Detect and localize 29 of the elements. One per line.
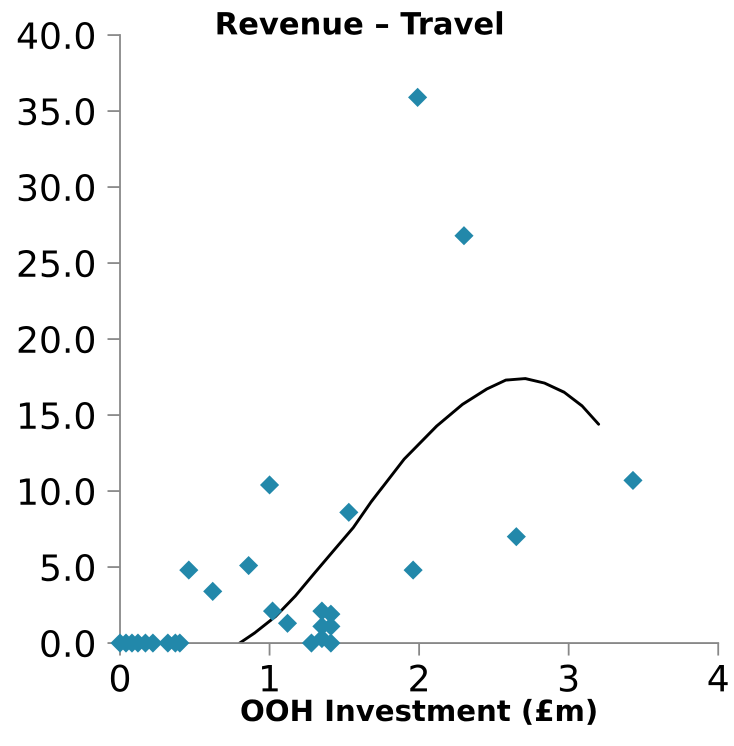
- point: [623, 470, 643, 490]
- y-tick-label: 25.0: [18, 250, 94, 278]
- x-tick-label: 2: [410, 664, 427, 692]
- point: [262, 602, 282, 621]
- x-tick-label: 0: [110, 664, 130, 692]
- point: [408, 88, 428, 107]
- x-axis-title: OOH Investment (£m): [241, 698, 596, 725]
- point: [404, 560, 423, 580]
- x-tick-label: 3: [560, 664, 578, 692]
- point: [506, 527, 526, 546]
- point: [278, 614, 298, 633]
- y-tick-label: 20.0: [18, 326, 94, 354]
- chart-title: Revenue – Travel: [217, 11, 502, 35]
- x-tick-label: 4: [708, 664, 728, 692]
- point: [454, 226, 474, 246]
- y-tick-label: 0.0: [41, 630, 94, 658]
- y-tick-label: 35.0: [18, 98, 94, 126]
- point: [203, 582, 222, 601]
- y-tick-label: 10.0: [20, 478, 94, 506]
- y-tick-label: 15.0: [20, 402, 94, 430]
- point: [239, 556, 258, 576]
- y-tick-label: 5.0: [42, 554, 94, 582]
- point: [179, 560, 198, 580]
- point: [260, 475, 280, 495]
- y-tick-label: 30.0: [18, 174, 94, 202]
- point: [339, 502, 358, 522]
- line-series: [238, 377, 600, 644]
- y-tick-label: 40.0: [18, 22, 94, 50]
- x-tick-label: 1: [262, 664, 278, 692]
